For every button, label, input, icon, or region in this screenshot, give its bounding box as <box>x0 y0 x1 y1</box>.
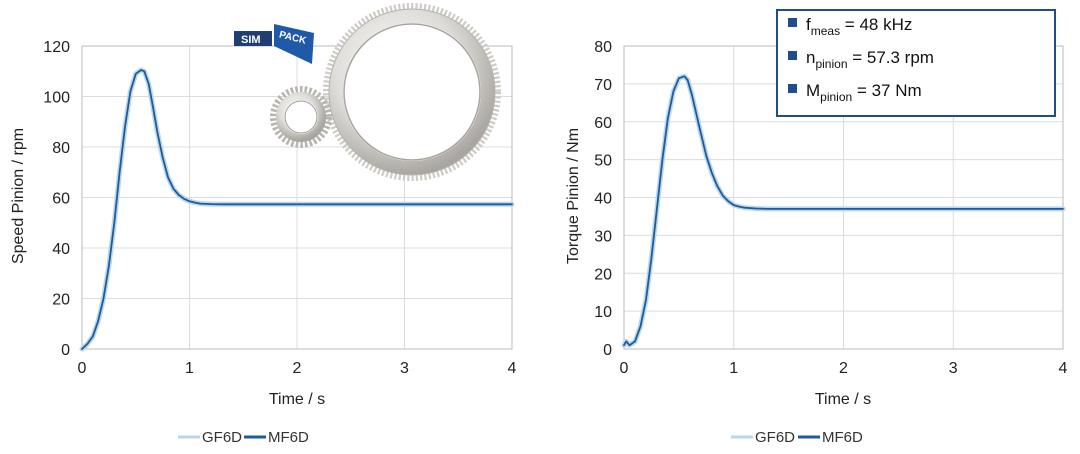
speed-y-tick-label: 60 <box>52 191 70 208</box>
speed-x-tick-label: 3 <box>400 360 409 377</box>
torque-y-tick-label: 10 <box>594 304 612 321</box>
speed-y-tick-label: 120 <box>43 39 70 56</box>
speed-legend-mf6d-label: MF6D <box>268 429 309 446</box>
info-subscript: pinion <box>820 90 852 104</box>
speed-y-tick-label: 80 <box>52 140 70 157</box>
info-bullet-icon <box>788 84 797 93</box>
info-row-n-pinion-text: npinion = 57.3 rpm <box>806 48 934 71</box>
simpack-logo-text-left: SIM <box>241 34 261 46</box>
speed-y-tick-label: 40 <box>52 241 70 258</box>
torque-chart-y-axis-label: Torque Pinion / Nm <box>565 128 582 264</box>
torque-y-tick-label: 80 <box>594 39 612 56</box>
speed-chart-x-ticks: 0 1 2 3 4 <box>78 360 517 377</box>
gear-illustration <box>270 3 501 181</box>
torque-y-tick-label: 50 <box>594 153 612 170</box>
torque-x-tick-label: 2 <box>839 360 848 377</box>
large-gear-icon <box>323 3 501 181</box>
torque-x-tick-label: 3 <box>949 360 958 377</box>
torque-chart-x-axis-label: Time / s <box>815 391 871 408</box>
small-gear-teeth <box>270 86 332 148</box>
torque-y-tick-label: 60 <box>594 115 612 132</box>
info-bullet-icon <box>788 51 797 60</box>
speed-chart: 0 1 2 3 4 0 20 40 60 80 100 120 Time / s Speed Pin… <box>10 39 517 446</box>
simpack-logo-left-panel <box>234 31 272 46</box>
info-subscript: pinion <box>815 57 847 71</box>
measurement-info-box: fmeas = 48 kHz npinion = 57.3 rpm Mpinio… <box>776 9 1056 117</box>
info-subscript: meas <box>811 24 840 38</box>
speed-x-tick-label: 2 <box>293 360 302 377</box>
speed-y-tick-label: 100 <box>43 90 70 107</box>
info-symbol: n <box>806 48 815 67</box>
torque-x-tick-label: 4 <box>1059 360 1068 377</box>
speed-x-tick-label: 1 <box>185 360 194 377</box>
info-row-n-pinion: npinion = 57.3 rpm <box>788 48 934 71</box>
info-value: = 37 Nm <box>852 81 921 100</box>
small-gear-rim <box>276 92 326 142</box>
torque-legend-gf6d-label: GF6D <box>755 429 795 446</box>
small-gear-icon <box>270 86 332 148</box>
speed-x-tick-label: 4 <box>508 360 517 377</box>
info-row-f-meas-text: fmeas = 48 kHz <box>806 15 912 38</box>
speed-legend-gf6d-label: GF6D <box>202 429 242 446</box>
speed-y-tick-label: 0 <box>61 342 70 359</box>
speed-chart-y-axis-label: Speed Pinion / rpm <box>10 128 27 264</box>
small-gear-bore <box>284 100 318 134</box>
torque-chart-x-ticks: 0 1 2 3 4 <box>620 360 1068 377</box>
torque-legend-mf6d-label: MF6D <box>822 429 863 446</box>
info-bullet-icon <box>788 18 797 27</box>
torque-y-tick-label: 40 <box>594 191 612 208</box>
speed-chart-legend: GF6D MF6D <box>178 429 309 446</box>
info-row-m-pinion: Mpinion = 37 Nm <box>788 81 922 104</box>
speed-chart-x-axis-label: Time / s <box>269 391 325 408</box>
torque-y-tick-label: 30 <box>594 228 612 245</box>
simpack-logo-right-panel <box>274 24 314 64</box>
info-row-f-meas: fmeas = 48 kHz <box>788 15 912 38</box>
large-gear-rim <box>329 9 495 175</box>
large-gear-inner-edge <box>343 23 481 161</box>
torque-y-tick-label: 0 <box>603 342 612 359</box>
speed-y-tick-label: 20 <box>52 292 70 309</box>
speed-series-mf6d-line <box>81 69 513 350</box>
speed-chart-series <box>79 67 515 352</box>
info-symbol: f <box>806 15 811 34</box>
simpack-logo: SIM PACK <box>234 24 314 64</box>
speed-chart-y-ticks: 0 20 40 60 80 100 120 <box>43 39 70 359</box>
large-gear-outer-edge <box>328 8 496 176</box>
torque-series-mf6d-line <box>623 75 1064 347</box>
large-gear-teeth <box>323 3 501 181</box>
speed-x-tick-label: 0 <box>78 360 87 377</box>
torque-chart-series <box>621 73 1066 348</box>
info-value: = 57.3 rpm <box>848 48 934 67</box>
torque-y-tick-label: 70 <box>594 77 612 94</box>
info-value: = 48 kHz <box>840 15 912 34</box>
info-box-frame <box>776 9 1056 117</box>
torque-chart-y-ticks: 0 10 20 30 40 50 60 70 80 <box>594 39 612 359</box>
torque-chart-legend: GF6D MF6D <box>731 429 863 446</box>
torque-x-tick-label: 1 <box>729 360 738 377</box>
torque-x-tick-label: 0 <box>620 360 629 377</box>
info-symbol: M <box>806 81 820 100</box>
info-row-m-pinion-text: Mpinion = 37 Nm <box>806 81 922 104</box>
torque-y-tick-label: 20 <box>594 266 612 283</box>
